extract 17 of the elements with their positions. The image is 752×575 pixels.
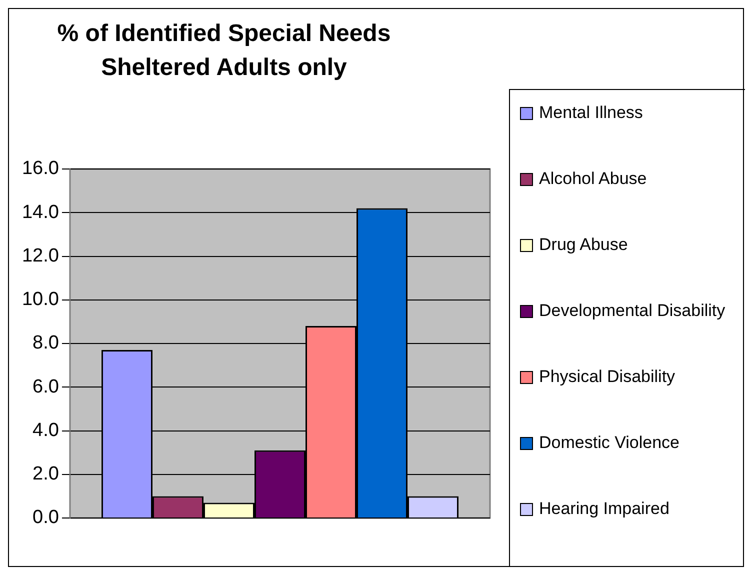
y-tick-label: 12.0 — [22, 245, 59, 266]
y-tick-label: 14.0 — [22, 202, 59, 223]
y-tick-label: 16.0 — [22, 158, 59, 180]
legend-label: Alcohol Abuse — [539, 168, 648, 189]
legend-label: Domestic Violence — [539, 432, 680, 453]
y-tick-label: 6.0 — [32, 376, 59, 398]
legend-label: Hearing Impaired — [539, 498, 670, 519]
y-tick-label: 4.0 — [32, 420, 59, 441]
chart-title: % of Identified Special Needs Sheltered Adults only — [56, 19, 392, 83]
legend-label: Drug Abuse — [539, 234, 629, 255]
y-tick-label: 0.0 — [32, 507, 59, 528]
y-tick-label: 8.0 — [32, 332, 59, 354]
legend-label: Mental Illness — [539, 102, 644, 123]
legend-label: Physical Disability — [539, 366, 676, 387]
legend-label: Developmental Disability — [539, 300, 726, 321]
y-tick-label: 10.0 — [22, 289, 59, 310]
y-tick-label: 2.0 — [32, 464, 59, 485]
